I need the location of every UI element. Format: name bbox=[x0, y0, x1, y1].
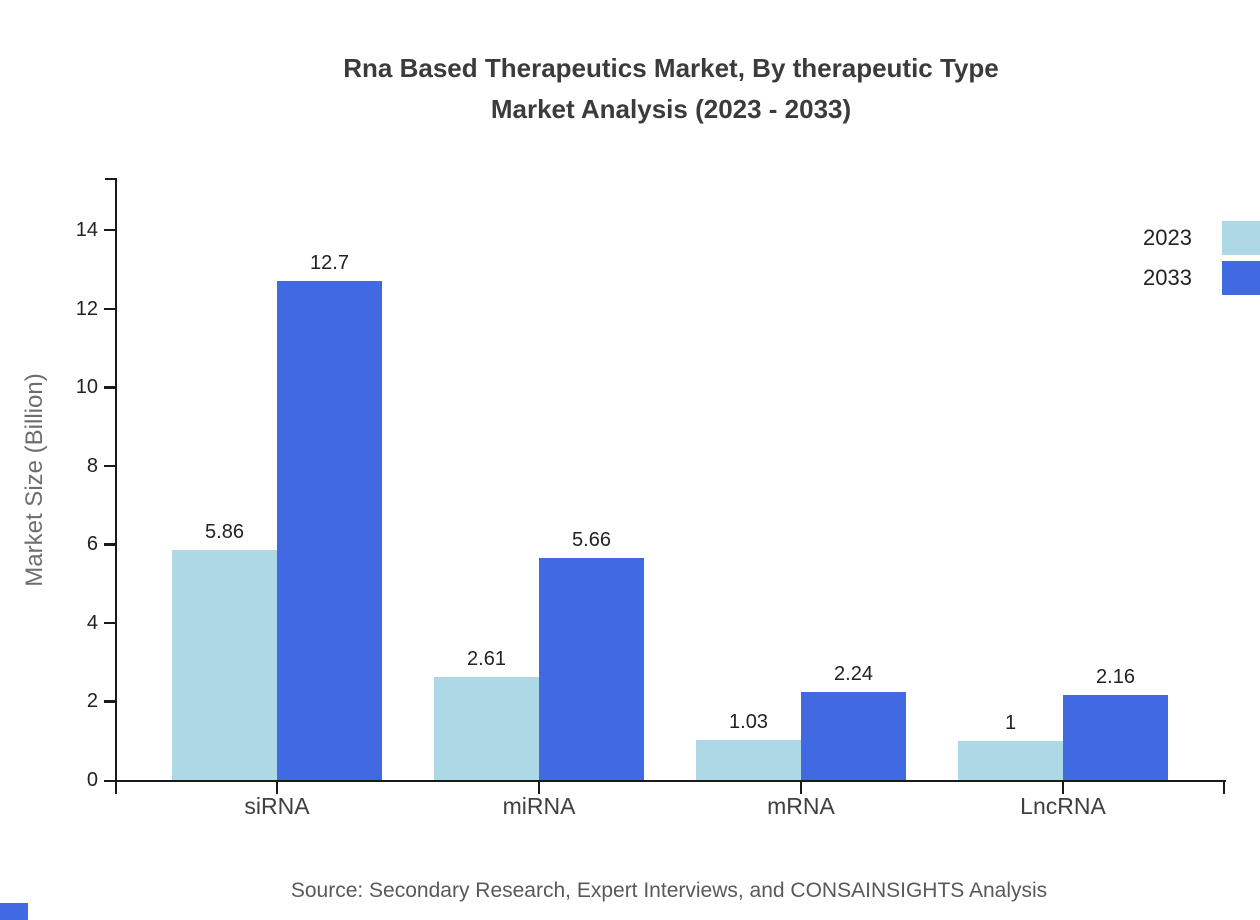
y-tick-mark bbox=[104, 621, 115, 625]
y-tick-label: 8 bbox=[86, 454, 98, 477]
y-tick-mark bbox=[104, 307, 115, 310]
bar-2033-siRNA bbox=[277, 281, 382, 780]
brand-corner-mark bbox=[0, 903, 28, 920]
legend-item-2033: 2033 bbox=[1143, 258, 1260, 298]
legend-swatch-2033 bbox=[1222, 261, 1260, 295]
bar-2033-LncRNA bbox=[1063, 695, 1168, 780]
x-tick-mark bbox=[1223, 782, 1226, 794]
x-tick-mark bbox=[115, 782, 118, 794]
y-tick-label: 2 bbox=[86, 690, 98, 713]
y-tick-label: 0 bbox=[86, 769, 98, 791]
y-tick-mark bbox=[104, 543, 115, 546]
y-axis-endcap-tick bbox=[105, 178, 115, 181]
chart-title: Rna Based Therapeutics Market, By therap… bbox=[117, 48, 1225, 130]
legend-swatch-2023 bbox=[1222, 221, 1260, 255]
y-tick-label: 12 bbox=[75, 297, 98, 320]
bar-2023-miRNA bbox=[434, 677, 539, 780]
y-tick-mark bbox=[104, 386, 115, 389]
value-label-2023-miRNA: 2.61 bbox=[467, 648, 506, 671]
x-tick-mark bbox=[538, 782, 541, 794]
chart-title-line-2: Market Analysis (2023 - 2033) bbox=[490, 94, 852, 124]
y-tick-label: 6 bbox=[86, 533, 98, 556]
value-label-2033-mRNA: 2.24 bbox=[834, 663, 873, 685]
x-category-label-LncRNA: LncRNA bbox=[1020, 793, 1106, 819]
bar-2033-miRNA bbox=[539, 557, 644, 780]
bar-2023-LncRNA bbox=[958, 740, 1063, 780]
x-category-label-mRNA: mRNA bbox=[767, 793, 835, 819]
bar-2023-siRNA bbox=[172, 549, 277, 780]
legend-label-2023: 2023 bbox=[1143, 225, 1192, 250]
legend-label-2033: 2033 bbox=[1143, 265, 1192, 290]
y-tick-mark bbox=[104, 229, 115, 232]
source-note: Source: Secondary Research, Expert Inter… bbox=[290, 879, 1048, 902]
x-category-label-miRNA: miRNA bbox=[502, 793, 576, 819]
x-tick-mark bbox=[800, 782, 803, 794]
value-label-2033-miRNA: 5.66 bbox=[572, 528, 611, 551]
y-axis-line bbox=[115, 178, 118, 783]
value-label-2023-siRNA: 5.86 bbox=[205, 520, 244, 543]
bar-2023-mRNA bbox=[696, 739, 801, 780]
y-tick-mark bbox=[104, 700, 115, 703]
y-tick-label: 10 bbox=[75, 376, 98, 399]
x-tick-mark bbox=[1062, 782, 1065, 794]
y-tick-label: 14 bbox=[75, 219, 98, 241]
y-tick-mark bbox=[104, 464, 115, 468]
bar-2033-mRNA bbox=[801, 692, 906, 780]
y-tick-label: 4 bbox=[86, 611, 98, 634]
value-label-2033-LncRNA: 2.16 bbox=[1096, 666, 1135, 689]
value-label-2023-LncRNA: 1 bbox=[1004, 711, 1017, 734]
value-label-2033-siRNA: 12.7 bbox=[310, 252, 349, 275]
legend-item-2023: 2023 bbox=[1143, 218, 1260, 258]
value-label-2023-mRNA: 1.03 bbox=[729, 710, 768, 733]
x-axis-line bbox=[104, 780, 1226, 783]
x-category-label-siRNA: siRNA bbox=[244, 793, 310, 819]
chart-title-line-1: Rna Based Therapeutics Market, By therap… bbox=[343, 53, 999, 83]
x-tick-mark bbox=[276, 782, 279, 794]
legend: 2023 2033 bbox=[1143, 218, 1260, 298]
